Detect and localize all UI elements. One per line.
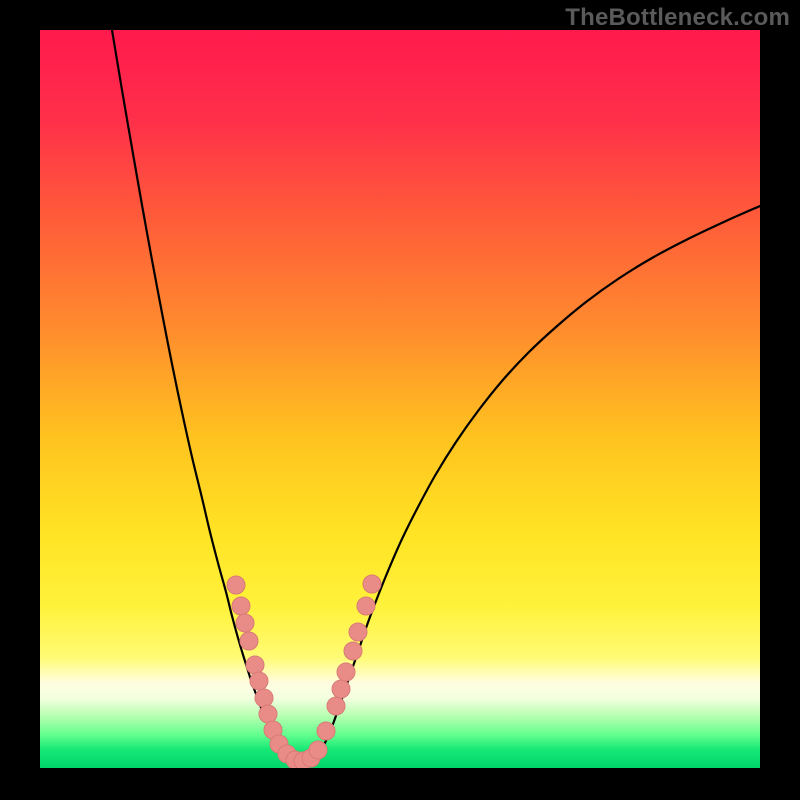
chart-svg — [0, 0, 800, 800]
data-marker — [317, 722, 335, 740]
data-marker — [246, 656, 264, 674]
data-marker — [236, 614, 254, 632]
data-marker — [227, 576, 245, 594]
data-marker — [332, 680, 350, 698]
data-marker — [309, 741, 327, 759]
data-marker — [337, 663, 355, 681]
data-marker — [240, 632, 258, 650]
chart-container: TheBottleneck.com — [0, 0, 800, 800]
data-marker — [344, 642, 362, 660]
data-marker — [232, 597, 250, 615]
data-marker — [349, 623, 367, 641]
data-marker — [357, 597, 375, 615]
data-marker — [250, 672, 268, 690]
data-marker — [255, 689, 273, 707]
data-marker — [327, 697, 345, 715]
data-marker — [363, 575, 381, 593]
watermark-text: TheBottleneck.com — [565, 4, 790, 32]
plot-background — [40, 30, 760, 768]
data-marker — [259, 705, 277, 723]
